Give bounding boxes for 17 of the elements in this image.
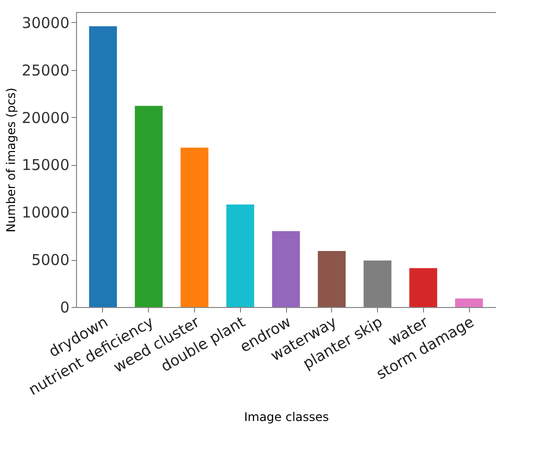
y-tick-label: 10000 xyxy=(22,204,70,222)
y-tick-label: 20000 xyxy=(22,108,70,127)
bar xyxy=(318,251,346,307)
bar xyxy=(455,298,483,307)
y-axis-title: Number of images (pcs) xyxy=(4,88,18,232)
y-tick-label: 5000 xyxy=(31,251,70,270)
bar xyxy=(272,231,300,307)
bar xyxy=(180,148,208,307)
bar xyxy=(134,106,163,307)
bar xyxy=(409,268,438,307)
y-tick-label: 25000 xyxy=(22,61,70,80)
y-tick-label: 30000 xyxy=(22,14,70,32)
y-tick-label: 15000 xyxy=(22,156,70,174)
x-axis-title: Image classes xyxy=(244,410,329,424)
bar xyxy=(89,26,117,307)
bar xyxy=(226,204,254,307)
y-tick-label: 0 xyxy=(60,298,70,316)
